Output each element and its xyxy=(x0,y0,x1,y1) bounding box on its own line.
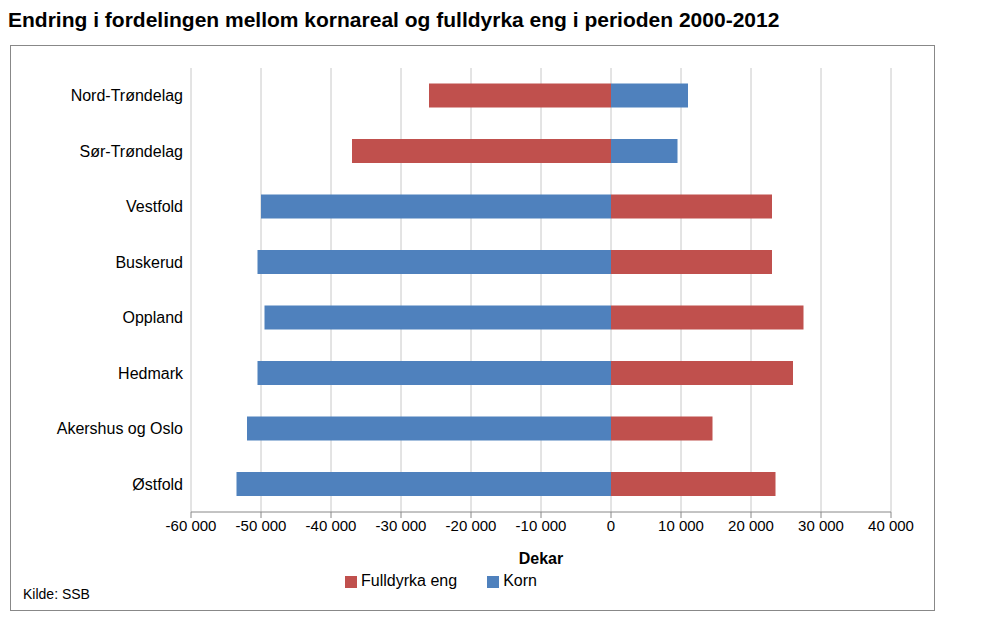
svg-text:Hedmark: Hedmark xyxy=(118,365,184,382)
svg-text:30 000: 30 000 xyxy=(798,517,844,534)
svg-text:Sør-Trøndelag: Sør-Trøndelag xyxy=(80,143,183,160)
svg-text:40 000: 40 000 xyxy=(868,517,914,534)
html-text:Korn: Korn xyxy=(503,572,537,589)
svg-text:Østfold: Østfold xyxy=(132,476,183,493)
svg-text:-20 000: -20 000 xyxy=(446,517,497,534)
svg-text:Nord-Trøndelag: Nord-Trøndelag xyxy=(71,87,183,104)
svg-text:-10 000: -10 000 xyxy=(516,517,567,534)
svg-text:-40 000: -40 000 xyxy=(306,517,357,534)
svg-text:Vestfold: Vestfold xyxy=(126,198,183,215)
svg-text:0: 0 xyxy=(607,517,615,534)
svg-text:-60 000: -60 000 xyxy=(166,517,217,534)
svg-text:Dekar: Dekar xyxy=(519,550,563,567)
svg-text:Oppland: Oppland xyxy=(123,309,184,326)
svg-text:Buskerud: Buskerud xyxy=(115,254,183,271)
html-text:Kilde: SSB: Kilde: SSB xyxy=(23,586,90,602)
svg-text:-30 000: -30 000 xyxy=(376,517,427,534)
html-text:Fulldyrka eng: Fulldyrka eng xyxy=(361,572,458,589)
svg-text:Akershus og Oslo: Akershus og Oslo xyxy=(57,420,183,437)
svg-text:10 000: 10 000 xyxy=(658,517,704,534)
svg-text:20 000: 20 000 xyxy=(728,517,774,534)
html-text:Endring i fordelingen mellom k: Endring i fordelingen mellom kornareal o… xyxy=(8,8,780,31)
svg-text:-50 000: -50 000 xyxy=(236,517,287,534)
